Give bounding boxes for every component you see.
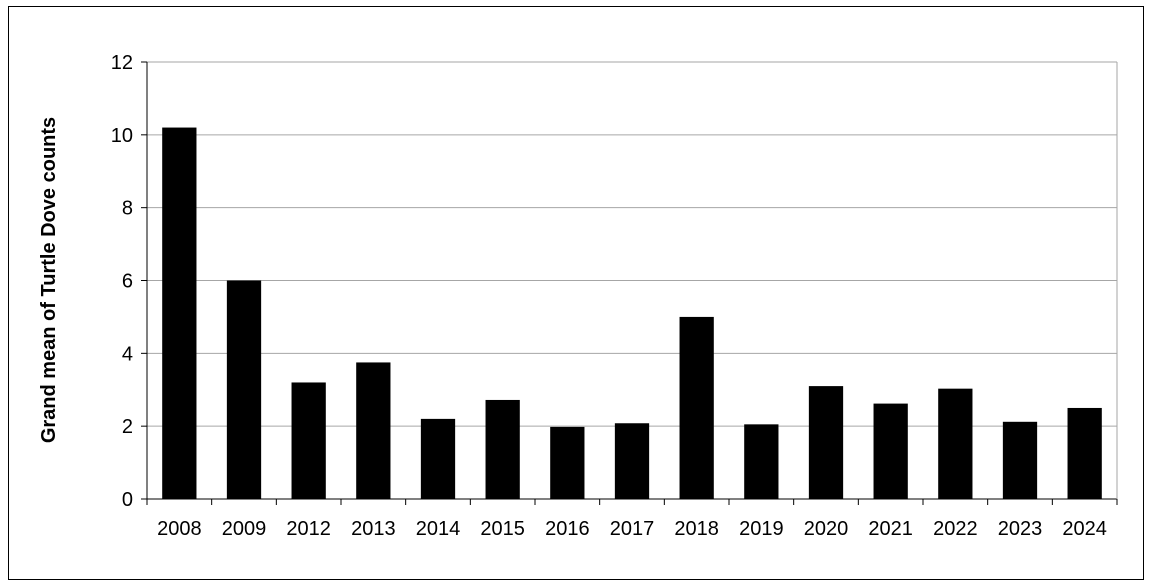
bar-2020 xyxy=(808,386,844,499)
bar-2009 xyxy=(226,280,262,499)
bar-2021 xyxy=(873,403,908,499)
bar-2022 xyxy=(938,388,973,499)
x-tick-label: 2008 xyxy=(157,518,202,540)
x-tick-label: 2014 xyxy=(416,518,461,540)
x-tick-label: 2020 xyxy=(804,518,849,540)
y-tick-label: 4 xyxy=(122,343,133,365)
bar-2024 xyxy=(1067,407,1102,499)
axes xyxy=(146,62,1118,500)
y-tick-label: 0 xyxy=(122,489,133,511)
bar-2023 xyxy=(1002,421,1038,499)
x-tick-label: 2022 xyxy=(933,518,978,540)
bar-2013 xyxy=(356,362,391,499)
x-tick-label: 2019 xyxy=(739,518,784,540)
y-tick-label: 8 xyxy=(122,198,133,220)
y-axis-title: Grand mean of Turtle Dove counts xyxy=(38,117,60,443)
y-tick-label: 12 xyxy=(111,52,133,74)
bar-2014 xyxy=(420,418,456,499)
x-tick-label: 2017 xyxy=(610,518,655,540)
bar-2017 xyxy=(614,423,650,499)
x-tick-label: 2023 xyxy=(998,518,1043,540)
x-tick-label: 2013 xyxy=(351,518,396,540)
x-tick-label: 2024 xyxy=(1062,518,1107,540)
bar-2019 xyxy=(744,424,779,499)
bar-2012 xyxy=(291,382,326,499)
x-tick-label: 2015 xyxy=(480,518,525,540)
y-tick-label: 6 xyxy=(122,271,133,293)
y-tick-labels: 0 2 4 6 8 10 12 xyxy=(111,52,133,511)
bar-2008 xyxy=(162,127,197,500)
y-tick-label: 10 xyxy=(111,125,133,147)
x-tick-labels: 2008 2009 2012 2013 2014 2015 2016 2017 2018 2019… xyxy=(157,518,1107,540)
bar-2016 xyxy=(550,426,585,499)
bars xyxy=(162,127,1102,500)
bar-2018 xyxy=(679,316,714,499)
bar-2015 xyxy=(485,399,520,499)
x-tick-label: 2016 xyxy=(545,518,590,540)
x-tick-label: 2021 xyxy=(868,518,913,540)
x-tick-label: 2018 xyxy=(674,518,719,540)
x-tick-label: 2009 xyxy=(222,518,267,540)
x-tick-label: 2012 xyxy=(286,518,331,540)
y-tick-label: 2 xyxy=(122,416,133,438)
